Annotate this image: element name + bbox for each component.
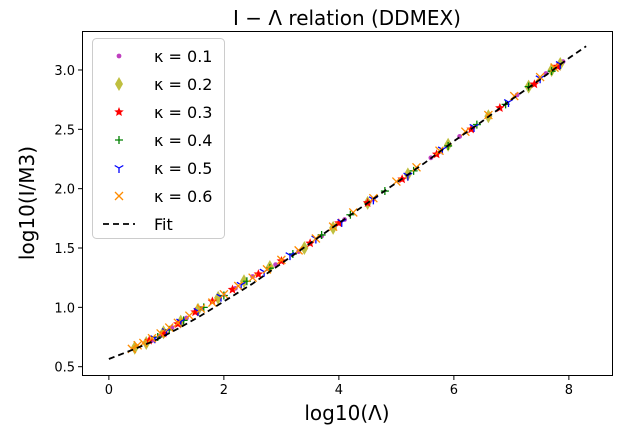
data-point <box>199 303 208 312</box>
data-point <box>250 274 256 279</box>
legend-swatch <box>114 107 124 117</box>
x-tick-label: 8 <box>565 383 573 398</box>
legend-swatch <box>115 136 123 144</box>
data-point <box>190 307 200 317</box>
legend-item: κ = 0.6 <box>114 187 212 206</box>
legend-box <box>92 38 225 239</box>
data-point <box>227 284 238 294</box>
legend: κ = 0.1 κ = 0.2 κ = 0.3 κ = 0.4 κ = 0.5 κ = 0… <box>92 38 225 239</box>
data-point <box>133 340 143 350</box>
legend-swatch <box>116 53 122 59</box>
data-point <box>334 218 344 228</box>
data-point <box>156 329 166 338</box>
legend-label: Fit <box>154 215 173 234</box>
data-point <box>164 323 174 332</box>
data-point <box>248 273 258 283</box>
data-point <box>207 298 217 308</box>
x-tick-label: 4 <box>335 383 343 398</box>
legend-swatch <box>115 77 123 91</box>
data-point <box>529 79 540 89</box>
data-point <box>435 146 444 156</box>
y-tick-label: 2.5 <box>54 123 75 138</box>
legend-item: κ = 0.5 <box>114 159 212 178</box>
data-point <box>158 328 169 338</box>
x-axis-ticks: 0 2 4 6 8 <box>105 375 573 398</box>
x-tick-label: 0 <box>105 383 113 398</box>
legend-label: κ = 0.1 <box>154 47 212 66</box>
data-point <box>253 269 264 279</box>
y-tick-label: 1.5 <box>54 242 75 257</box>
data-point <box>173 318 183 328</box>
data-point <box>233 281 243 291</box>
data-point <box>285 252 295 261</box>
data-point <box>207 296 218 306</box>
y-tick-label: 3.0 <box>54 64 75 79</box>
x-axis-label: log10(Λ) <box>304 401 389 425</box>
plot-area <box>82 31 613 376</box>
data-point <box>483 110 493 120</box>
legend-item: κ = 0.2 <box>115 75 212 94</box>
y-axis-label: log10(I/M3) <box>15 146 39 260</box>
data-point <box>196 304 206 313</box>
data-point <box>552 61 563 71</box>
series-7 <box>108 45 587 360</box>
legend-item: κ = 0.3 <box>114 103 212 122</box>
fit-line <box>108 45 587 360</box>
legend-label: κ = 0.3 <box>154 103 212 122</box>
legend-label: κ = 0.5 <box>154 159 212 178</box>
y-axis-ticks: 0.5 1.0 1.5 2.0 2.5 3.0 <box>54 64 83 376</box>
data-point <box>412 162 421 172</box>
data-point <box>184 311 194 321</box>
chart-title: I − Λ relation (DDMEX) <box>233 6 461 30</box>
x-tick-label: 6 <box>450 383 458 398</box>
y-tick-label: 0.5 <box>54 361 75 376</box>
data-point <box>214 290 223 305</box>
legend-label: κ = 0.6 <box>154 187 212 206</box>
data-point <box>219 289 229 299</box>
data-marks <box>108 45 587 360</box>
y-tick-label: 1.0 <box>54 301 75 316</box>
legend-label: κ = 0.2 <box>154 75 212 94</box>
legend-item: Fit <box>103 215 173 234</box>
legend-item: κ = 0.4 <box>115 131 212 150</box>
x-tick-label: 2 <box>220 383 228 398</box>
plot-frame <box>82 31 613 376</box>
data-point <box>495 102 505 112</box>
legend-swatch <box>114 191 124 201</box>
legend-label: κ = 0.4 <box>154 131 212 150</box>
y-tick-label: 2.0 <box>54 183 75 198</box>
legend-item: κ = 0.1 <box>116 47 212 66</box>
data-point <box>147 333 157 343</box>
data-point <box>535 72 545 82</box>
legend-swatch <box>114 164 124 173</box>
data-point <box>144 335 154 345</box>
